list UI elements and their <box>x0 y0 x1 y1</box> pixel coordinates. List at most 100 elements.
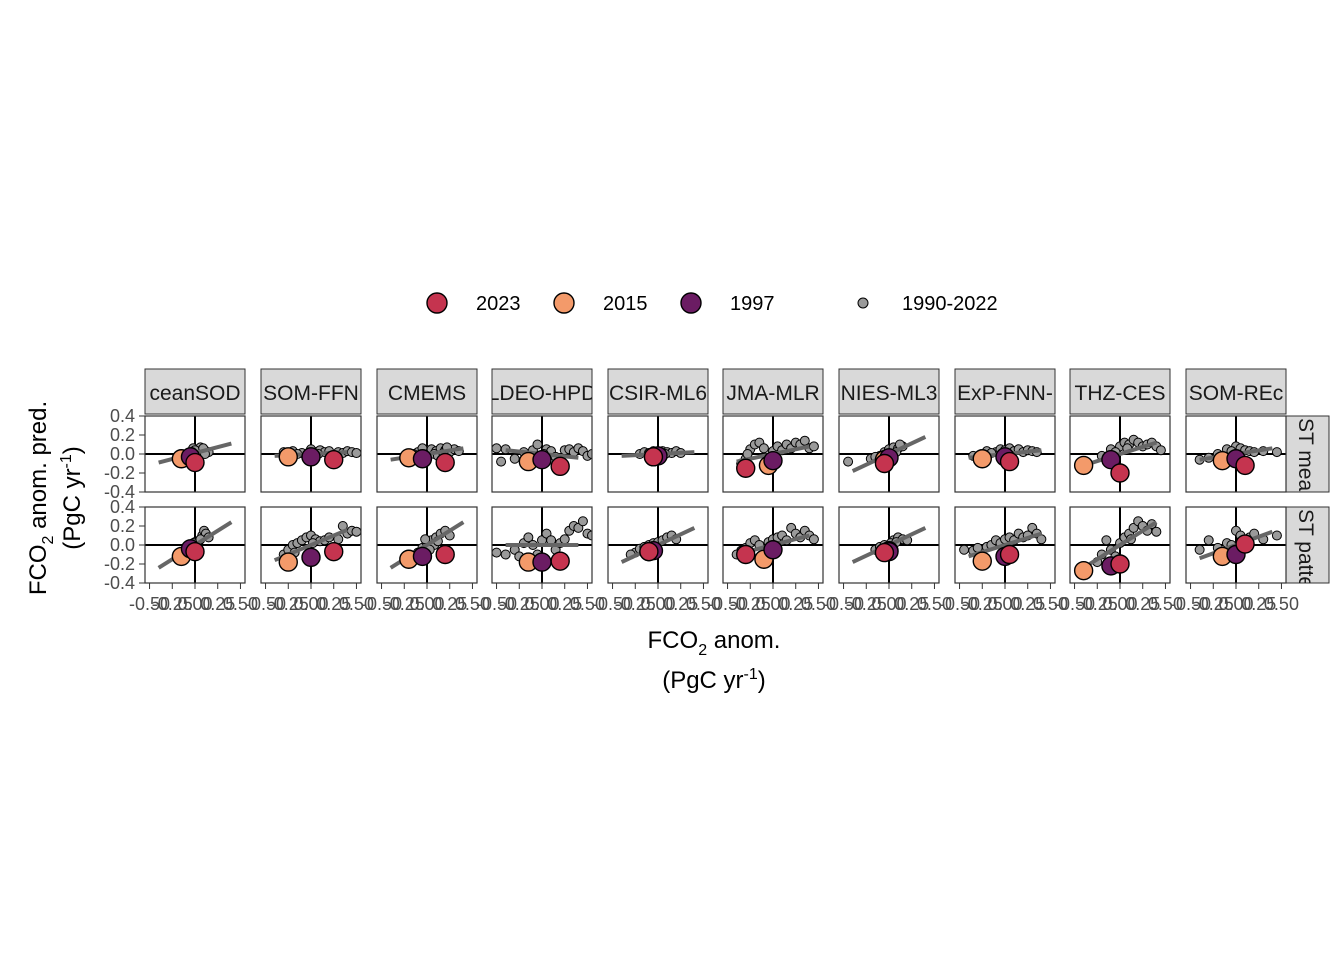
x-tick-label: -0.50 <box>939 594 980 614</box>
point-1997 <box>1101 450 1121 470</box>
point-1990-2022 <box>808 534 819 545</box>
point-1990-2022 <box>808 441 819 452</box>
x-tick-label: -0.50 <box>592 594 633 614</box>
point-2023 <box>185 541 205 562</box>
x-tick-label: 0.25 <box>432 594 467 614</box>
strip-label: CMEMS <box>388 382 466 405</box>
point-2023 <box>643 447 664 467</box>
point-1990-2022 <box>559 534 570 545</box>
point-1990-2022 <box>1271 447 1282 458</box>
point-1990-2022 <box>959 544 970 555</box>
row-strip-label: ST mea <box>1294 418 1317 491</box>
x-tick-label: -0.25 <box>615 594 656 614</box>
point-1990-2022 <box>492 547 502 558</box>
panel-UExP-FNN-U-0 <box>954 415 1056 493</box>
x-tick-label: -0.50 <box>707 594 748 614</box>
strip-CMEMS: CMEMS <box>376 368 478 415</box>
y-tick-label: -0.2 <box>104 554 135 574</box>
x-tick-label: -0.25 <box>846 594 887 614</box>
panel-border <box>838 415 940 493</box>
x-tick-label: -0.50 <box>129 594 170 614</box>
y-tick-label: 0.0 <box>110 535 135 555</box>
x-tick-label: 0.00 <box>1102 594 1137 614</box>
panel-UExP-FNN-U-1 <box>954 506 1056 584</box>
y-tick-label: 0.2 <box>110 425 135 445</box>
row-strip-0: ST mea <box>1284 415 1330 493</box>
panel-CMEMS-0 <box>376 415 478 493</box>
panel-grid: ceanSOD SOM-FFN CMEMS LDEO-HPD CSIR-ML6 JMA-M… <box>144 368 1330 588</box>
x-tick-label: -0.50 <box>1170 594 1211 614</box>
point-1997 <box>763 540 783 560</box>
point-2015 <box>278 552 298 572</box>
panel-border <box>607 415 709 493</box>
panel-ETHZ-CESM-0 <box>1069 415 1171 493</box>
point-1997 <box>412 449 433 469</box>
point-1990-2022 <box>587 449 592 459</box>
x-tick-label: 0.25 <box>663 594 698 614</box>
x-tick-label: 0.25 <box>1125 594 1160 614</box>
point-1990-2022 <box>587 530 592 541</box>
row-strip-1: ST patte <box>1284 506 1330 588</box>
panel-SOM-REco-0 <box>1185 415 1287 493</box>
y-tick-label: 0.4 <box>110 497 135 517</box>
point-2023 <box>736 544 756 565</box>
point-1990-2022 <box>523 532 534 543</box>
x-axis-ticks: -0.50-0.250.000.250.50-0.50-0.250.000.25… <box>129 583 1299 614</box>
strip-SOM-FFN: SOM-FFN <box>260 368 362 415</box>
point-1997 <box>301 447 321 467</box>
strip-label: CSIR-ML6 <box>609 382 707 405</box>
y-tick-label: 0.0 <box>110 444 135 464</box>
panel-OceanSODA-1 <box>144 506 246 584</box>
x-tick-label: -0.50 <box>245 594 286 614</box>
point-1990-2022 <box>492 443 502 454</box>
x-tick-label: 0.00 <box>524 594 559 614</box>
point-2015 <box>1073 455 1094 476</box>
x-tick-label: -0.50 <box>823 594 864 614</box>
point-1997 <box>532 450 552 470</box>
point-2023 <box>185 452 205 473</box>
strip-box <box>954 368 1056 415</box>
strip-label: SOM-REc <box>1189 382 1284 405</box>
x-tick-label: -0.25 <box>1077 594 1118 614</box>
x-tick-label: 0.25 <box>1241 594 1276 614</box>
legend-swatch-2023 <box>426 292 448 314</box>
y-tick-label: -0.2 <box>104 463 135 483</box>
point-2015 <box>278 447 298 467</box>
x-tick-label: 0.00 <box>871 594 906 614</box>
panel-NIES-ML3-1 <box>838 506 940 584</box>
x-tick-label: -0.25 <box>152 594 193 614</box>
x-tick-label: 0.50 <box>917 594 952 614</box>
point-2023 <box>1235 455 1255 476</box>
legend-swatch-2015 <box>553 292 575 314</box>
panel-NIES-ML3-0 <box>838 415 940 493</box>
strip-box <box>376 368 478 415</box>
panel-CSIR-ML6-0 <box>607 415 709 493</box>
x-tick-label: 0.25 <box>316 594 351 614</box>
panel-SOM-REco-1 <box>1185 506 1287 584</box>
strip-UExP-FNN-U: ExP-FNN- <box>954 368 1056 415</box>
point-1990-2022 <box>799 435 810 446</box>
x-tick-label: 0.50 <box>339 594 374 614</box>
panel-border <box>1185 415 1287 493</box>
point-2023 <box>1235 534 1255 554</box>
x-tick-label: 0.25 <box>547 594 582 614</box>
x-tick-label: 0.25 <box>1010 594 1045 614</box>
point-2023 <box>639 541 659 562</box>
y-tick-label: -0.4 <box>104 573 135 593</box>
panel-LDEO-HPD-1 <box>491 506 593 584</box>
strip-label: LDEO-HPD <box>488 382 597 405</box>
point-2015 <box>972 449 992 469</box>
point-2023 <box>1110 463 1130 483</box>
y-tick-label: 0.4 <box>110 406 135 426</box>
point-1990-2022 <box>1151 526 1162 537</box>
x-tick-label: 0.50 <box>1148 594 1183 614</box>
point-1990-2022 <box>532 439 543 450</box>
x-tick-label: 0.50 <box>1033 594 1068 614</box>
row-strip-label: ST patte <box>1294 509 1317 588</box>
strip-label: THZ-CES <box>1075 382 1166 405</box>
point-2023 <box>435 544 455 565</box>
point-2023 <box>1110 554 1130 574</box>
point-1997 <box>301 547 321 568</box>
x-tick-label: -0.50 <box>476 594 517 614</box>
